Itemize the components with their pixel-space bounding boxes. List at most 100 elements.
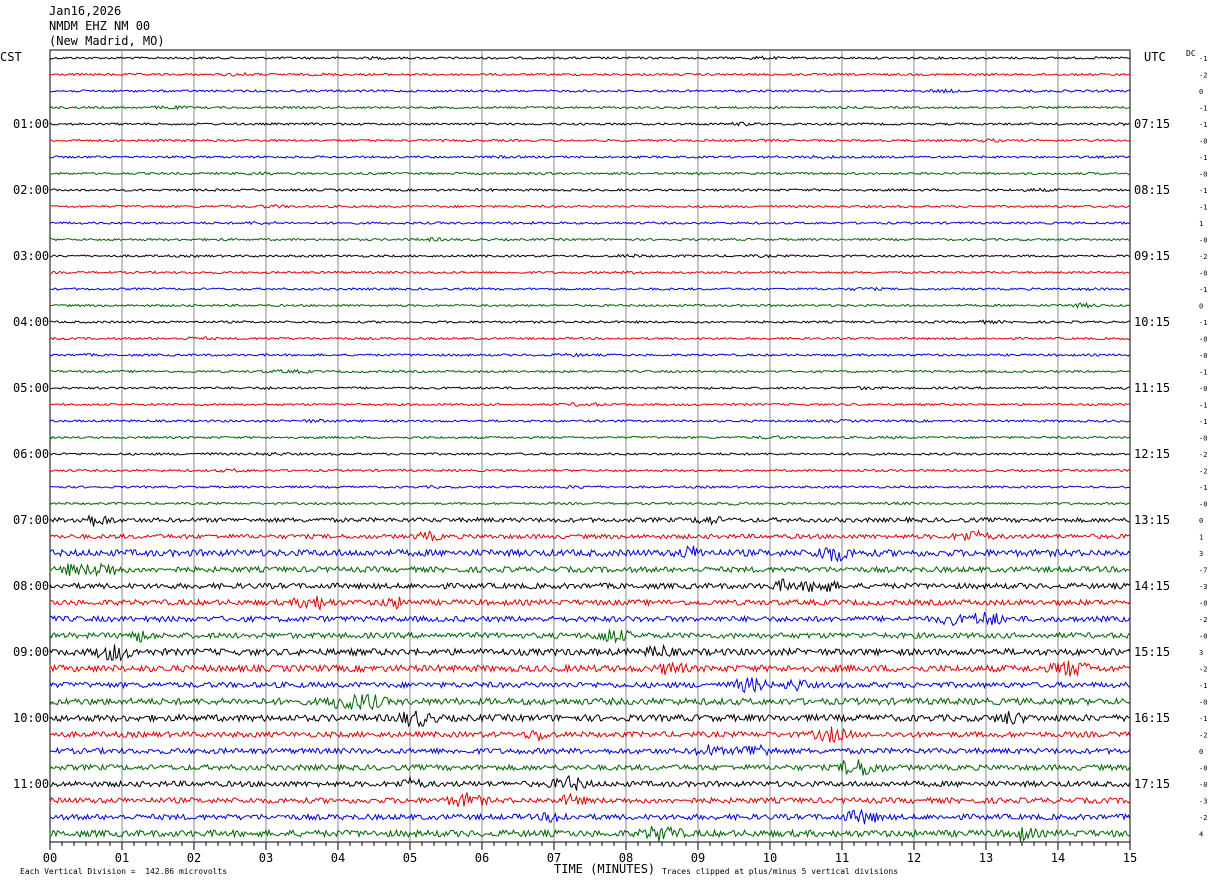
trace-line: [49, 629, 1131, 644]
x-tick-label: 02: [187, 851, 201, 865]
trace-line: [49, 336, 1131, 341]
trace-line: [49, 562, 1131, 578]
left-hour-label: 09:00: [13, 645, 49, 659]
dc-offset-label: -0: [1199, 501, 1207, 509]
dc-offset-label: -0: [1199, 336, 1207, 344]
trace-line: [49, 611, 1131, 627]
dc-offset-label: -1: [1199, 484, 1207, 492]
dc-offset-label: -1: [1199, 55, 1207, 63]
trace-line: [49, 402, 1131, 408]
x-axis-title: TIME (MINUTES): [554, 862, 656, 876]
trace-line: [49, 368, 1131, 375]
right-hour-label: 16:15: [1134, 711, 1170, 725]
dc-offset-label: -1: [1199, 715, 1207, 723]
trace-line: [49, 237, 1131, 243]
chart-station: NMDM EHZ NM 00: [49, 19, 151, 33]
x-tick-label: 07: [547, 851, 561, 865]
dc-offset-label: -1: [1199, 682, 1207, 690]
trace-line: [49, 301, 1131, 310]
left-hour-label: 06:00: [13, 447, 49, 461]
dc-offset-label: -0: [1199, 352, 1207, 360]
x-tick-label: 04: [331, 851, 345, 865]
right-timezone-label: UTC: [1144, 50, 1166, 64]
trace-line: [49, 484, 1131, 489]
trace-line: [49, 660, 1131, 677]
x-tick-label: 14: [1051, 851, 1065, 865]
chart-location: (New Madrid, MO): [49, 34, 165, 48]
trace-line: [49, 726, 1131, 743]
trace-line: [49, 204, 1131, 209]
trace-line: [49, 514, 1131, 527]
x-tick-label: 09: [691, 851, 705, 865]
dc-offset-label: 1: [1199, 220, 1203, 228]
trace-line: [49, 595, 1131, 612]
left-hour-label: 10:00: [13, 711, 49, 725]
trace-line: [49, 529, 1131, 542]
right-hour-label: 11:15: [1134, 381, 1170, 395]
trace-line: [49, 154, 1131, 160]
trace-line: [49, 138, 1131, 143]
trace-line: [49, 104, 1131, 111]
dc-offset-label: -2: [1199, 616, 1207, 624]
dc-offset-label: -0: [1199, 171, 1207, 179]
dc-offset-label: -1: [1199, 154, 1207, 162]
dc-offset-label: -1: [1199, 402, 1207, 410]
trace-line: [49, 55, 1131, 61]
dc-offset-label: -0: [1199, 633, 1207, 641]
trace-line: [49, 220, 1131, 226]
dc-offset-label: -1: [1199, 105, 1207, 113]
left-hour-label: 11:00: [13, 777, 49, 791]
trace-line: [49, 578, 1131, 593]
dc-offset-label: -1: [1199, 286, 1207, 294]
dc-offset-label: -1: [1199, 187, 1207, 195]
trace-line: [49, 270, 1131, 275]
dc-offset-label: -2: [1199, 451, 1207, 459]
chart-date: Jan16,2026: [49, 4, 122, 18]
dc-offset-label: -0: [1199, 270, 1207, 278]
dc-offset-label: -3: [1199, 583, 1207, 591]
trace-line: [49, 545, 1131, 563]
dc-offset-label: -1: [1199, 121, 1207, 129]
x-tick-label: 03: [259, 851, 273, 865]
left-hour-label: 01:00: [13, 117, 49, 131]
left-hour-label: 02:00: [13, 183, 49, 197]
right-hour-label: 15:15: [1134, 645, 1170, 659]
right-hour-label: 17:15: [1134, 777, 1170, 791]
x-tick-label: 10: [763, 851, 777, 865]
dc-offset-label: -0: [1199, 781, 1207, 789]
left-hour-label: 07:00: [13, 513, 49, 527]
x-tick-label: 06: [475, 851, 489, 865]
trace-line: [49, 352, 1131, 358]
dc-offset-label: -2: [1199, 253, 1207, 261]
trace-line: [49, 643, 1131, 662]
dc-offset-label: -0: [1199, 138, 1207, 146]
grid-lines: [49, 49, 1131, 843]
dc-offset-label: 0: [1199, 517, 1203, 525]
trace-line: [49, 710, 1131, 728]
trace-line: [49, 677, 1131, 694]
trace-line: [49, 468, 1131, 473]
dc-offset-label: 0: [1199, 88, 1203, 96]
x-tick-label: 01: [115, 851, 129, 865]
x-tick-label: 15: [1123, 851, 1137, 865]
dc-offset-label: -2: [1199, 666, 1207, 674]
dc-offset-label: -0: [1199, 699, 1207, 707]
trace-line: [49, 759, 1131, 776]
left-hour-label: 08:00: [13, 579, 49, 593]
right-hour-label: 08:15: [1134, 183, 1170, 197]
trace-line: [49, 319, 1131, 325]
trace-line: [49, 435, 1131, 440]
trace-line: [49, 501, 1131, 507]
trace-line: [49, 808, 1131, 825]
trace-line: [49, 286, 1131, 292]
dc-offset-label: -2: [1199, 468, 1207, 476]
x-tick-label: 08: [619, 851, 633, 865]
left-hour-label: 05:00: [13, 381, 49, 395]
time-axis: 00 01 02 03 04 05 06 07 08 09 10 11 12 13 14 15: [43, 842, 1137, 865]
trace-line: [49, 385, 1131, 391]
right-hour-label: 10:15: [1134, 315, 1170, 329]
dc-offset-label: 3: [1199, 649, 1203, 657]
trace-line: [49, 792, 1131, 807]
dc-offset-label: -1: [1199, 319, 1207, 327]
